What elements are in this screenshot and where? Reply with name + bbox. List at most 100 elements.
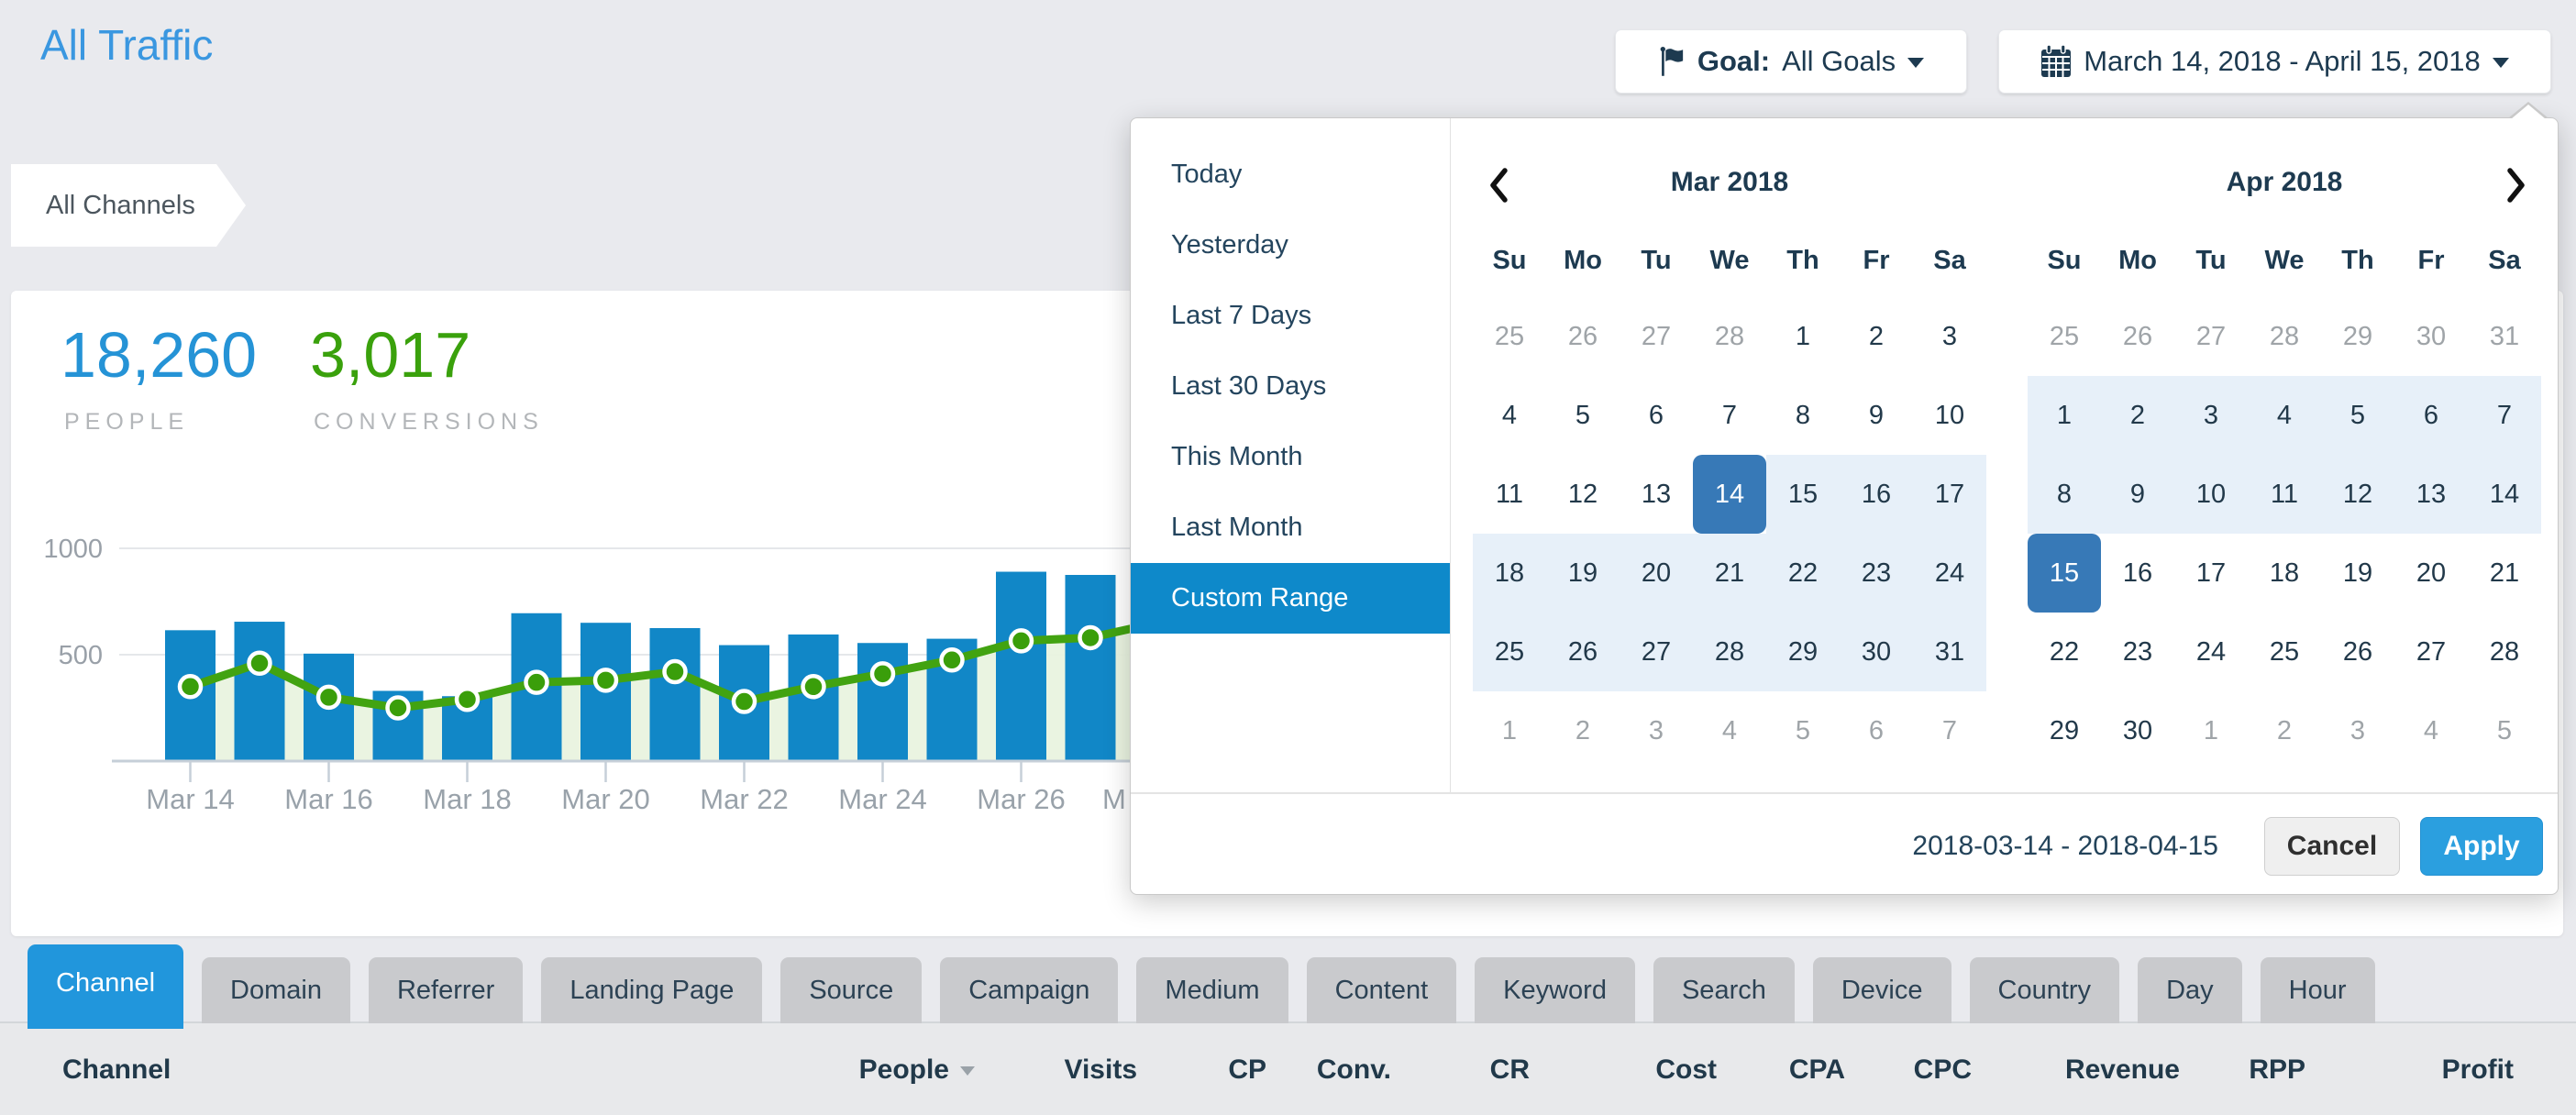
day-cell[interactable]: 30 <box>2122 716 2153 745</box>
day-cell[interactable]: 6 <box>1868 716 1885 745</box>
day-cell[interactable]: 23 <box>2122 637 2153 667</box>
day-cell[interactable]: 12 <box>2321 455 2394 534</box>
day-cell[interactable]: 8 <box>1795 401 1811 430</box>
breadcrumb[interactable]: All Channels <box>11 164 246 247</box>
day-cell[interactable]: 15 <box>1766 455 1840 534</box>
column-header-conv[interactable]: Conv. <box>1316 1054 1391 1085</box>
day-cell[interactable]: 31 <box>1913 613 1986 691</box>
day-cell[interactable]: 26 <box>2342 637 2373 667</box>
tab-campaign[interactable]: Campaign <box>940 957 1119 1023</box>
day-cell[interactable]: 2 <box>2276 716 2293 745</box>
day-cell[interactable]: 30 <box>1840 613 1913 691</box>
day-cell[interactable]: 25 <box>1494 322 1525 351</box>
day-cell[interactable]: 16 <box>1840 455 1913 534</box>
column-header-profit[interactable]: Profit <box>2441 1054 2514 1085</box>
day-cell[interactable]: 14 <box>1693 455 1766 534</box>
next-month-button[interactable] <box>2504 164 2532 206</box>
day-cell[interactable]: 6 <box>1648 401 1664 430</box>
tab-country[interactable]: Country <box>1969 957 2120 1023</box>
day-cell[interactable]: 21 <box>2489 558 2520 588</box>
day-cell[interactable]: 26 <box>1567 322 1598 351</box>
day-cell[interactable]: 28 <box>1714 322 1745 351</box>
day-cell[interactable]: 18 <box>2269 558 2300 588</box>
day-cell[interactable]: 29 <box>2342 322 2373 351</box>
tab-search[interactable]: Search <box>1653 957 1795 1023</box>
day-cell[interactable]: 20 <box>2416 558 2447 588</box>
day-cell[interactable]: 23 <box>1840 534 1913 613</box>
tab-hour[interactable]: Hour <box>2260 957 2375 1023</box>
day-cell[interactable]: 11 <box>1495 480 1524 509</box>
day-cell[interactable]: 27 <box>2195 322 2227 351</box>
day-cell[interactable]: 1 <box>1501 716 1518 745</box>
day-cell[interactable]: 4 <box>2248 376 2321 455</box>
preset-last-month[interactable]: Last Month <box>1171 513 1303 542</box>
column-header-channel[interactable]: Channel <box>62 1054 171 1085</box>
column-header-revenue[interactable]: Revenue <box>2064 1054 2180 1085</box>
day-cell[interactable]: 3 <box>1648 716 1664 745</box>
tab-medium[interactable]: Medium <box>1136 957 1288 1023</box>
day-cell[interactable]: 24 <box>2195 637 2227 667</box>
column-header-rpp[interactable]: RPP <box>2249 1054 2305 1085</box>
day-cell[interactable]: 25 <box>1473 613 1546 691</box>
day-cell[interactable]: 3 <box>2349 716 2366 745</box>
column-header-visits[interactable]: Visits <box>1064 1054 1138 1085</box>
goal-selector-button[interactable]: Goal: All Goals <box>1615 29 1967 94</box>
day-cell[interactable]: 5 <box>1575 401 1591 430</box>
day-cell[interactable]: 4 <box>2423 716 2439 745</box>
day-cell[interactable]: 28 <box>1693 613 1766 691</box>
day-cell[interactable]: 22 <box>1766 534 1840 613</box>
tab-channel[interactable]: Channel <box>28 944 184 1029</box>
day-cell[interactable]: 17 <box>1913 455 1986 534</box>
day-cell[interactable]: 1 <box>2028 376 2101 455</box>
day-cell[interactable]: 7 <box>1721 401 1738 430</box>
day-cell[interactable]: 1 <box>1795 322 1811 351</box>
day-cell[interactable]: 9 <box>2101 455 2174 534</box>
tab-keyword[interactable]: Keyword <box>1475 957 1635 1023</box>
column-header-cpa[interactable]: CPA <box>1788 1054 1845 1085</box>
day-cell[interactable]: 5 <box>2496 716 2513 745</box>
day-cell[interactable]: 8 <box>2028 455 2101 534</box>
preset-custom-range[interactable]: Custom Range <box>1131 563 1450 634</box>
tab-day[interactable]: Day <box>2138 957 2242 1023</box>
day-cell[interactable]: 30 <box>2416 322 2447 351</box>
day-cell[interactable]: 16 <box>2122 558 2153 588</box>
day-cell[interactable]: 4 <box>1721 716 1738 745</box>
column-header-people[interactable]: People <box>859 1054 975 1086</box>
column-header-cr[interactable]: CR <box>1489 1054 1530 1085</box>
day-cell[interactable]: 19 <box>1546 534 1620 613</box>
day-cell[interactable]: 26 <box>1546 613 1620 691</box>
day-cell[interactable]: 5 <box>1795 716 1811 745</box>
day-cell[interactable]: 3 <box>1941 322 1958 351</box>
day-cell[interactable]: 25 <box>2049 322 2080 351</box>
day-cell[interactable]: 20 <box>1620 534 1693 613</box>
day-cell[interactable]: 17 <box>2195 558 2227 588</box>
day-cell[interactable]: 14 <box>2468 455 2541 534</box>
cancel-button[interactable]: Cancel <box>2264 817 2400 876</box>
day-cell[interactable]: 26 <box>2122 322 2153 351</box>
day-cell[interactable]: 27 <box>1641 322 1672 351</box>
day-cell[interactable]: 24 <box>1913 534 1986 613</box>
apply-button[interactable]: Apply <box>2420 817 2543 876</box>
day-cell[interactable]: 28 <box>2489 637 2520 667</box>
tab-source[interactable]: Source <box>780 957 923 1023</box>
day-cell[interactable]: 2 <box>1868 322 1885 351</box>
day-cell[interactable]: 29 <box>1766 613 1840 691</box>
column-header-cpc[interactable]: CPC <box>1913 1054 1972 1085</box>
tab-landing-page[interactable]: Landing Page <box>541 957 763 1023</box>
day-cell[interactable]: 11 <box>2248 455 2321 534</box>
day-cell[interactable]: 19 <box>2342 558 2373 588</box>
preset-last-7-days[interactable]: Last 7 Days <box>1171 301 1312 330</box>
day-cell[interactable]: 9 <box>1868 401 1885 430</box>
day-cell[interactable]: 29 <box>2049 716 2080 745</box>
day-cell[interactable]: 27 <box>2416 637 2447 667</box>
day-cell[interactable]: 5 <box>2321 376 2394 455</box>
day-cell[interactable]: 2 <box>2101 376 2174 455</box>
preset-today[interactable]: Today <box>1171 160 1243 189</box>
tab-device[interactable]: Device <box>1812 957 1951 1023</box>
day-cell[interactable]: 15 <box>2028 534 2101 613</box>
day-cell[interactable]: 28 <box>2269 322 2300 351</box>
day-cell[interactable]: 21 <box>1693 534 1766 613</box>
day-cell[interactable]: 22 <box>2049 637 2080 667</box>
day-cell[interactable]: 4 <box>1501 401 1518 430</box>
column-header-cp[interactable]: CP <box>1228 1054 1266 1085</box>
